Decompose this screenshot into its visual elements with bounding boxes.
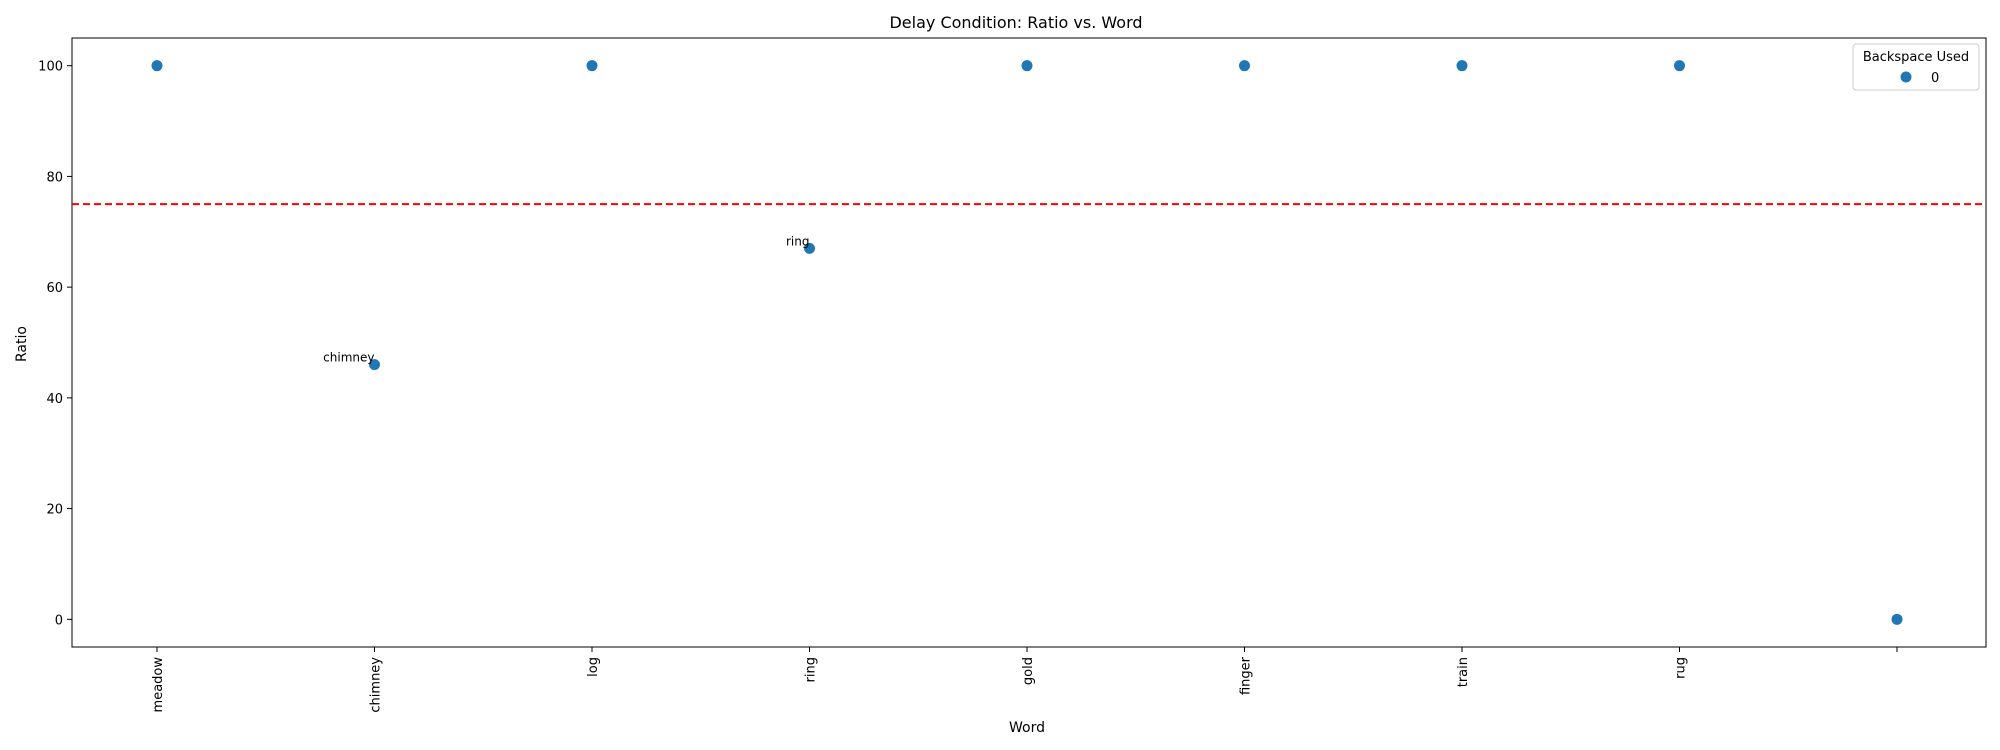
legend-marker	[1900, 71, 1912, 83]
data-points	[151, 60, 1903, 625]
annotations: chimney ring	[323, 234, 809, 364]
x-tick-label: ring	[804, 657, 819, 682]
y-tick-label: 40	[46, 392, 63, 407]
y-tick-label: 20	[46, 503, 63, 518]
legend-box	[1852, 43, 1980, 91]
legend-title: Backspace Used	[1863, 50, 1969, 65]
data-point	[369, 359, 380, 371]
data-point	[1456, 60, 1468, 72]
data-point	[804, 242, 815, 254]
y-axis: 0 20 40 60 80 100	[38, 60, 72, 628]
y-tick-label: 80	[46, 170, 63, 185]
data-point	[1239, 60, 1250, 72]
x-tick-label: finger	[1239, 656, 1254, 695]
y-axis-label: Ratio	[14, 326, 30, 362]
x-tick-label: gold	[1021, 657, 1036, 685]
data-point	[1891, 613, 1903, 625]
x-axis: meadow chimney log ring gold finger train rug	[151, 647, 1898, 713]
point-annotation: ring	[786, 234, 810, 248]
x-tick-label: train	[1456, 657, 1471, 687]
data-point	[586, 60, 598, 72]
x-tick-label: rug	[1674, 657, 1689, 679]
legend: Backspace Used 0	[1852, 43, 1980, 91]
y-tick-label: 100	[38, 60, 63, 75]
x-axis-label: Word	[1009, 720, 1045, 736]
data-point	[151, 60, 163, 72]
plot-area	[71, 37, 1987, 648]
x-tick-label: chimney	[369, 657, 384, 713]
legend-label: 0	[1931, 71, 1939, 86]
point-annotation: chimney	[323, 351, 374, 365]
chart-title: Delay Condition: Ratio vs. Word	[889, 13, 1142, 32]
data-point	[1021, 60, 1033, 72]
y-tick-label: 0	[55, 613, 63, 628]
x-tick-label: log	[586, 657, 601, 677]
y-tick-label: 60	[46, 281, 63, 296]
x-tick-label: meadow	[151, 657, 166, 713]
data-point	[1674, 60, 1685, 72]
